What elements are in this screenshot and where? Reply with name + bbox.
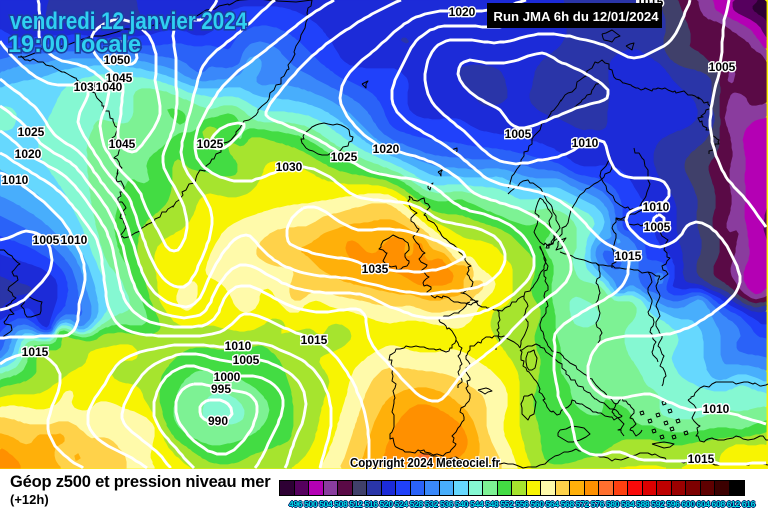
svg-text:1005: 1005 xyxy=(644,220,671,234)
svg-text:1045: 1045 xyxy=(106,71,133,85)
svg-text:1005: 1005 xyxy=(33,233,60,247)
svg-text:1010: 1010 xyxy=(2,173,29,187)
svg-text:1050: 1050 xyxy=(104,53,131,67)
svg-text:1030: 1030 xyxy=(276,160,303,174)
svg-text:995: 995 xyxy=(211,382,231,396)
svg-text:1020: 1020 xyxy=(373,142,400,156)
svg-text:1010: 1010 xyxy=(572,136,599,150)
svg-text:1015: 1015 xyxy=(615,249,642,263)
svg-text:1015: 1015 xyxy=(301,333,328,347)
svg-text:19:00 locale: 19:00 locale xyxy=(8,31,141,58)
svg-text:1015: 1015 xyxy=(22,345,49,359)
svg-text:Copyright 2024 Meteociel.fr: Copyright 2024 Meteociel.fr xyxy=(350,456,500,469)
svg-text:1010: 1010 xyxy=(225,339,252,353)
svg-text:1010: 1010 xyxy=(61,233,88,247)
svg-text:1000: 1000 xyxy=(214,370,241,384)
svg-text:1045: 1045 xyxy=(109,137,136,151)
svg-text:vendredi 12 janvier 2024: vendredi 12 janvier 2024 xyxy=(10,8,248,35)
svg-text:1025: 1025 xyxy=(18,125,45,139)
svg-text:1035: 1035 xyxy=(362,262,389,276)
svg-text:1040: 1040 xyxy=(96,80,123,94)
svg-text:1035: 1035 xyxy=(74,80,101,94)
svg-text:1010: 1010 xyxy=(643,200,670,214)
svg-text:1020: 1020 xyxy=(449,5,476,19)
svg-text:1005: 1005 xyxy=(709,60,736,74)
svg-text:1010: 1010 xyxy=(703,402,730,416)
svg-text:1005: 1005 xyxy=(233,353,260,367)
svg-text:1005: 1005 xyxy=(505,127,532,141)
svg-text:1025: 1025 xyxy=(197,137,224,151)
svg-text:1020: 1020 xyxy=(15,147,42,161)
svg-text:Run JMA 6h du 12/01/2024: Run JMA 6h du 12/01/2024 xyxy=(493,9,659,24)
svg-text:990: 990 xyxy=(208,414,228,428)
svg-text:1015: 1015 xyxy=(688,452,715,466)
svg-text:1025: 1025 xyxy=(331,150,358,164)
